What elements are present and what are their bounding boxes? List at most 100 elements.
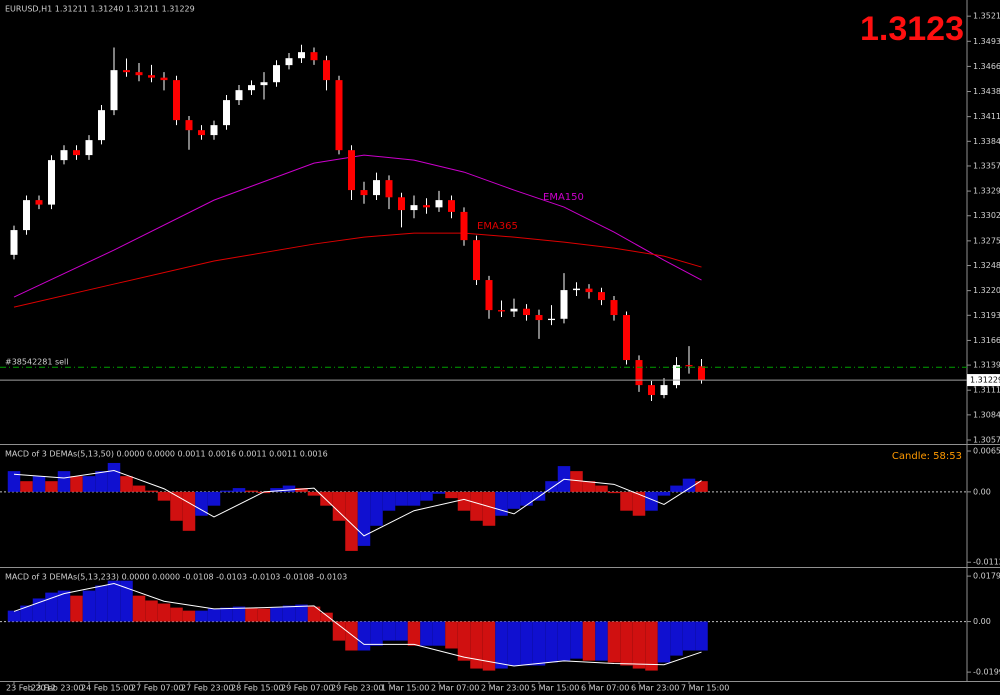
big-price: 1.3123 xyxy=(860,10,964,48)
histogram-bar xyxy=(357,621,371,651)
x-tick-label: 27 Feb 23:00 xyxy=(181,684,233,693)
histogram-bar xyxy=(345,491,358,551)
x-tick-label: 1 Mar 15:00 xyxy=(381,684,429,693)
histogram-bar xyxy=(32,598,46,622)
histogram-bar xyxy=(395,621,408,641)
y-tick-label: 1.30573 xyxy=(973,435,1000,444)
histogram-bar xyxy=(7,471,21,492)
y-tick-label: 1.33573 xyxy=(973,161,1000,170)
signal-line xyxy=(13,469,702,537)
histogram-bar xyxy=(7,610,21,622)
histogram-bar xyxy=(420,491,433,501)
candle-body xyxy=(635,360,643,386)
histogram-bar xyxy=(107,462,121,492)
histogram-bar xyxy=(632,621,646,669)
x-tick-label: 23 Feb 2012 xyxy=(6,684,56,693)
candle-body xyxy=(585,288,593,293)
candle-body xyxy=(248,85,255,91)
y-tick-label: 1.33028 xyxy=(973,211,1000,220)
histogram-bar xyxy=(70,476,83,492)
histogram-bar xyxy=(170,607,183,622)
y-tick-label: 1.34113 xyxy=(973,112,1000,121)
y-tick-label: 0.00 xyxy=(973,617,991,626)
histogram-bar xyxy=(132,595,146,622)
candle-body xyxy=(60,150,68,161)
y-tick-label: 1.35213 xyxy=(973,12,1000,21)
candle-body xyxy=(173,80,180,121)
histogram-bar xyxy=(382,491,396,511)
histogram-bar xyxy=(457,491,471,511)
histogram-bar xyxy=(595,621,608,661)
histogram-bar xyxy=(407,491,421,506)
candle-body xyxy=(310,52,318,61)
candle-body xyxy=(360,190,368,196)
candle-body xyxy=(35,200,43,205)
histogram-bar xyxy=(132,485,146,492)
panel-title: MACD of 3 DEMAs(5,13,50) 0.0000 0.0000 0… xyxy=(5,450,328,459)
y-tick-label: 1.31393 xyxy=(973,361,1000,370)
y-tick-label: 0.00 xyxy=(973,487,991,496)
candle-body xyxy=(223,100,230,126)
histogram-bar xyxy=(232,606,246,622)
histogram-bar xyxy=(182,610,196,622)
candle-body xyxy=(560,290,568,319)
x-tick-label: 5 Mar 15:00 xyxy=(531,684,579,693)
candle-body xyxy=(610,300,618,316)
histogram-bar xyxy=(95,471,108,492)
histogram-bar xyxy=(270,488,283,492)
histogram-bar xyxy=(620,491,633,511)
histogram-bar xyxy=(57,590,71,622)
histogram-bar xyxy=(620,621,633,666)
candle-body xyxy=(685,365,693,367)
candle-body xyxy=(410,205,418,211)
histogram-bar xyxy=(282,485,296,492)
ema-label: EMA365 xyxy=(477,221,518,232)
histogram-bar xyxy=(207,608,221,622)
candle-body xyxy=(660,385,668,396)
histogram-bar xyxy=(582,481,596,492)
histogram-bar xyxy=(157,603,171,622)
histogram-bar xyxy=(507,491,521,509)
histogram-bar xyxy=(557,621,571,661)
histogram-bar xyxy=(395,491,408,506)
candle-body xyxy=(448,200,455,212)
histogram-bar xyxy=(495,491,508,516)
y-tick-label: 1.32483 xyxy=(973,261,1000,270)
candle-body xyxy=(135,72,143,76)
candle-body xyxy=(598,292,605,301)
candle-body xyxy=(535,315,543,321)
y-tick-label: -0.0112 xyxy=(973,558,1000,567)
histogram-bar xyxy=(357,491,371,546)
histogram-bar xyxy=(120,580,133,622)
y-tick-label: 1.32753 xyxy=(973,236,1000,245)
histogram-bar xyxy=(432,491,446,494)
histogram-bar xyxy=(370,491,383,526)
ema-label: EMA150 xyxy=(543,192,584,203)
candle-body xyxy=(510,308,518,312)
histogram-bar xyxy=(695,481,708,492)
histogram-bar xyxy=(407,621,421,646)
histogram-bar xyxy=(545,481,558,492)
histogram-bar xyxy=(245,607,258,622)
histogram-bar xyxy=(320,612,333,622)
histogram-bar xyxy=(295,604,308,622)
histogram-bar xyxy=(657,621,671,663)
y-tick-label: 1.31663 xyxy=(973,336,1000,345)
candle-body xyxy=(10,230,18,255)
candle-body xyxy=(485,280,493,311)
histogram-bar xyxy=(582,621,596,661)
order-label: #38542281 sell xyxy=(5,358,69,367)
candle-body xyxy=(573,288,580,291)
histogram-bar xyxy=(445,621,458,649)
histogram-bar xyxy=(457,621,471,661)
histogram-bar xyxy=(257,608,271,622)
y-tick-label: 1.33843 xyxy=(973,137,1000,146)
y-tick-label: 1.31118 xyxy=(973,386,1000,395)
histogram-bar xyxy=(495,621,508,669)
histogram-bar xyxy=(220,490,233,492)
candle-body xyxy=(235,90,243,101)
y-tick-label: 1.34938 xyxy=(973,37,1000,46)
histogram-bar xyxy=(507,621,521,666)
candle-body xyxy=(423,205,430,208)
